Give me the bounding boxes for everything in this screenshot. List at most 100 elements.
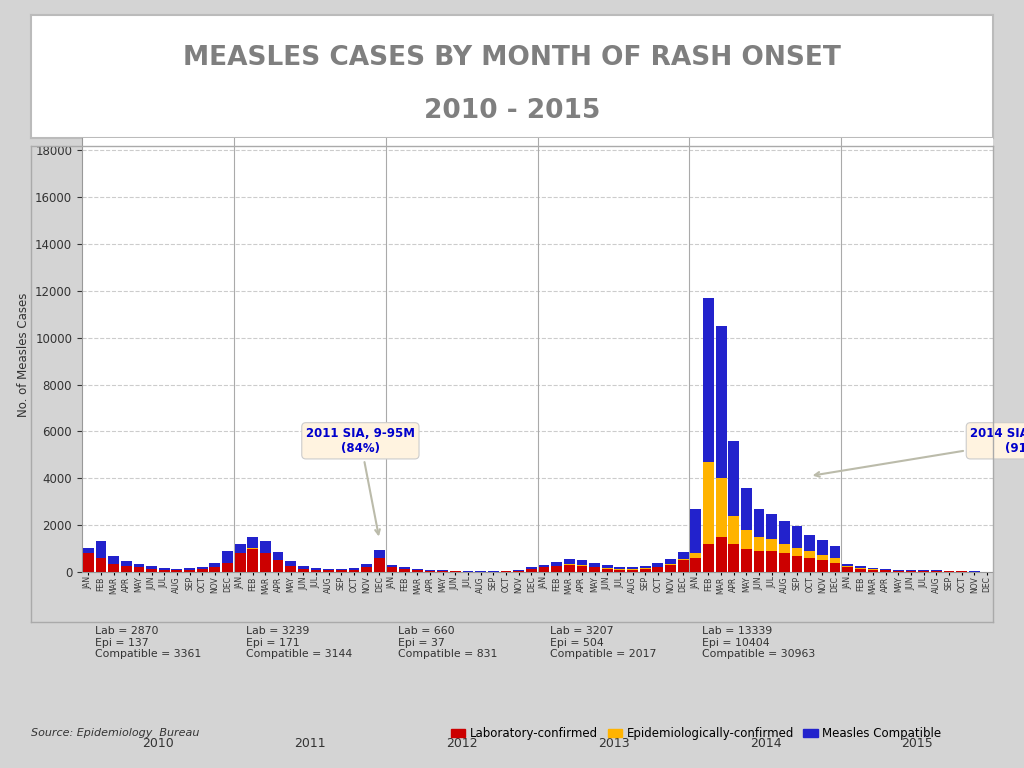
Bar (602, 565, 612, 568)
Bar (399, 567, 410, 568)
Bar (310, 570, 322, 572)
Bar (829, 558, 841, 563)
Bar (627, 568, 638, 569)
Bar (539, 564, 549, 567)
Bar (652, 567, 664, 568)
Bar (728, 544, 739, 572)
Bar (943, 571, 954, 572)
Bar (387, 568, 397, 572)
Bar (210, 563, 220, 568)
Bar (286, 566, 296, 572)
Bar (298, 568, 309, 572)
Bar (210, 568, 220, 572)
Text: Lab = 3239
Epi = 171
Compatible = 3144: Lab = 3239 Epi = 171 Compatible = 3144 (247, 626, 352, 659)
Bar (374, 558, 385, 572)
Bar (159, 568, 170, 570)
Bar (387, 565, 397, 568)
Bar (184, 570, 195, 572)
Bar (121, 566, 132, 572)
Bar (805, 535, 815, 551)
Bar (412, 569, 423, 570)
Text: 2014: 2014 (750, 737, 781, 750)
Bar (425, 570, 435, 571)
Bar (425, 571, 435, 572)
Bar (881, 571, 891, 572)
Bar (703, 298, 714, 462)
Bar (109, 555, 119, 564)
Bar (324, 571, 334, 572)
Bar (260, 554, 270, 572)
Bar (614, 570, 626, 572)
Y-axis label: No. of Measles Cases: No. of Measles Cases (16, 293, 30, 417)
Bar (589, 563, 600, 567)
Bar (577, 565, 588, 566)
Bar (741, 548, 752, 572)
Bar (652, 564, 664, 567)
Bar (361, 568, 372, 572)
Bar (159, 570, 170, 572)
Bar (893, 570, 904, 571)
Bar (577, 561, 588, 565)
Bar (564, 564, 574, 565)
Bar (817, 554, 827, 561)
Bar (526, 569, 537, 572)
Text: Source: Epidemiology  Bureau: Source: Epidemiology Bureau (31, 728, 199, 739)
Bar (867, 568, 879, 569)
Bar (881, 569, 891, 570)
Bar (437, 571, 449, 572)
Bar (919, 571, 929, 572)
Bar (197, 569, 208, 572)
Bar (766, 539, 777, 551)
Text: Lab = 3207
Epi = 504
Compatible = 2017: Lab = 3207 Epi = 504 Compatible = 2017 (550, 626, 656, 659)
Bar (728, 441, 739, 516)
Bar (766, 551, 777, 572)
Bar (577, 566, 588, 572)
Text: 2011 SIA, 9-95M
(84%): 2011 SIA, 9-95M (84%) (306, 427, 415, 535)
Bar (83, 548, 93, 553)
Bar (614, 567, 626, 569)
Bar (843, 566, 853, 568)
Text: Lab = 13339
Epi = 10404
Compatible = 30963: Lab = 13339 Epi = 10404 Compatible = 309… (702, 626, 815, 659)
Bar (640, 568, 650, 572)
Legend: Laboratory-confirmed, Epidemiologically-confirmed, Measles Compatible: Laboratory-confirmed, Epidemiologically-… (446, 722, 946, 745)
Bar (399, 568, 410, 572)
Text: 2014 SIA, 9-59M
(91%): 2014 SIA, 9-59M (91%) (815, 427, 1024, 477)
Bar (666, 564, 676, 565)
Bar (171, 571, 182, 572)
Bar (286, 561, 296, 566)
Bar (754, 509, 765, 537)
Bar (741, 488, 752, 530)
Bar (829, 546, 841, 558)
Bar (817, 541, 827, 554)
Bar (513, 571, 524, 572)
Bar (121, 561, 132, 566)
Bar (703, 544, 714, 572)
Bar (792, 556, 803, 572)
Bar (805, 551, 815, 558)
Bar (690, 558, 701, 572)
Bar (627, 570, 638, 572)
Bar (893, 571, 904, 572)
Text: Lab = 2870
Epi = 137
Compatible = 3361: Lab = 2870 Epi = 137 Compatible = 3361 (94, 626, 201, 659)
Bar (564, 565, 574, 572)
Bar (83, 554, 93, 572)
Bar (234, 554, 246, 572)
Bar (754, 551, 765, 572)
Bar (146, 568, 157, 572)
Bar (855, 566, 865, 568)
Bar (171, 569, 182, 570)
Bar (336, 571, 347, 572)
Bar (133, 564, 144, 568)
Bar (766, 514, 777, 539)
Bar (843, 564, 853, 566)
Bar (349, 570, 359, 572)
Bar (640, 565, 650, 568)
Bar (298, 566, 309, 568)
Bar (95, 541, 106, 558)
Bar (690, 509, 701, 554)
Bar (792, 526, 803, 548)
Bar (678, 552, 688, 559)
Bar (146, 566, 157, 568)
Bar (666, 559, 676, 564)
Bar (526, 568, 537, 569)
